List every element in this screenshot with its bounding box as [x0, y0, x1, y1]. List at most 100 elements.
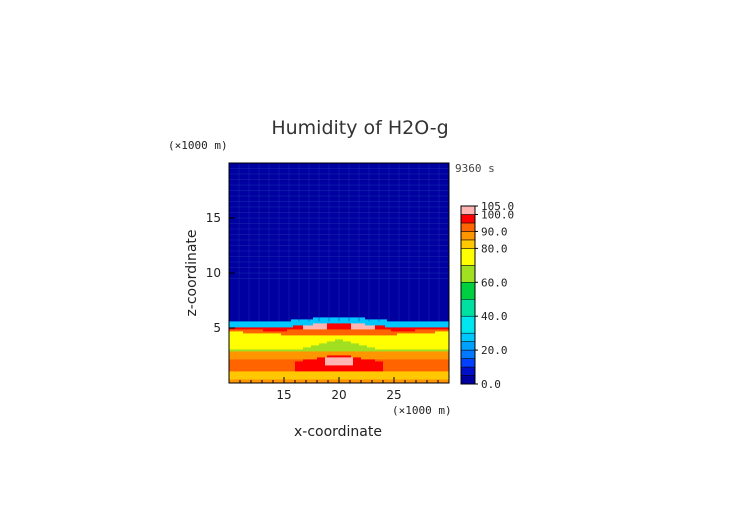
field-cell — [241, 229, 244, 232]
field-cell — [285, 271, 288, 274]
field-cell — [279, 165, 282, 168]
field-cell — [299, 339, 302, 342]
field-cell — [289, 369, 292, 372]
field-cell — [267, 313, 270, 316]
field-cell — [281, 319, 284, 322]
field-cell — [255, 299, 258, 302]
field-cell — [275, 349, 278, 352]
field-cell — [285, 313, 288, 316]
field-cell — [291, 165, 294, 168]
field-cell — [277, 343, 280, 346]
field-cell — [297, 231, 300, 234]
field-cell — [313, 335, 316, 338]
field-cell — [281, 263, 284, 266]
field-cell — [305, 213, 308, 216]
field-cell — [305, 259, 308, 262]
field-cell — [301, 377, 304, 380]
field-cell — [315, 231, 318, 234]
field-cell — [229, 381, 232, 384]
field-cell — [245, 337, 248, 340]
field-cell — [311, 321, 314, 324]
field-cell — [297, 163, 300, 166]
field-cell — [265, 171, 268, 174]
field-cell — [275, 367, 278, 370]
field-cell — [317, 345, 320, 348]
field-cell — [273, 209, 276, 212]
field-cell — [279, 227, 282, 230]
field-cell — [301, 343, 304, 346]
field-cell — [297, 323, 300, 326]
field-cell — [249, 343, 252, 346]
field-cell — [249, 243, 252, 246]
field-cell — [239, 207, 242, 210]
field-cell — [259, 323, 262, 326]
field-cell — [257, 367, 260, 370]
field-cell — [283, 171, 286, 174]
field-cell — [289, 331, 292, 334]
field-cell — [249, 301, 252, 304]
field-cell — [231, 349, 234, 352]
field-cell — [261, 363, 264, 366]
field-cell — [257, 251, 260, 254]
field-cell — [301, 355, 304, 358]
field-cell — [231, 373, 234, 376]
field-cell — [261, 231, 264, 234]
field-cell — [317, 311, 320, 314]
field-cell — [251, 299, 254, 302]
field-cell — [283, 197, 286, 200]
field-cell — [235, 289, 238, 292]
field-cell — [229, 177, 232, 180]
field-cell — [261, 283, 264, 286]
field-cell — [237, 209, 240, 212]
field-cell — [257, 365, 260, 368]
field-cell — [315, 327, 318, 330]
field-cell — [239, 213, 242, 216]
field-cell — [279, 269, 282, 272]
field-cell — [307, 323, 310, 326]
field-cell — [297, 257, 300, 260]
field-cell — [231, 305, 234, 308]
field-cell — [269, 299, 272, 302]
field-cell — [285, 335, 288, 338]
field-cell — [273, 309, 276, 312]
field-cell — [283, 181, 286, 184]
field-cell — [309, 227, 312, 230]
field-cell — [237, 197, 240, 200]
field-cell — [255, 215, 258, 218]
field-cell — [301, 345, 304, 348]
field-cell — [287, 373, 290, 376]
field-cell — [275, 177, 278, 180]
field-cell — [245, 285, 248, 288]
field-cell — [275, 165, 278, 168]
field-cell — [279, 279, 282, 282]
field-cell — [249, 275, 252, 278]
field-cell — [315, 381, 318, 384]
field-cell — [291, 213, 294, 216]
field-cell — [245, 205, 248, 208]
field-cell — [237, 191, 240, 194]
field-cell — [319, 333, 322, 336]
field-cell — [307, 331, 310, 334]
field-cell — [271, 299, 274, 302]
field-cell — [315, 299, 318, 302]
field-cell — [259, 351, 262, 354]
field-cell — [271, 341, 274, 344]
field-cell — [249, 229, 252, 232]
field-cell — [315, 307, 318, 310]
field-cell — [255, 243, 258, 246]
field-cell — [307, 371, 310, 374]
field-cell — [297, 293, 300, 296]
field-cell — [229, 279, 232, 282]
field-cell — [255, 247, 258, 250]
field-cell — [237, 339, 240, 342]
field-cell — [313, 279, 316, 282]
field-cell — [309, 257, 312, 260]
field-cell — [237, 199, 240, 202]
field-cell — [245, 171, 248, 174]
field-cell — [309, 323, 312, 326]
field-cell — [291, 193, 294, 196]
field-cell — [259, 349, 262, 352]
field-cell — [309, 329, 312, 332]
field-cell — [313, 373, 316, 376]
field-cell — [315, 351, 318, 354]
